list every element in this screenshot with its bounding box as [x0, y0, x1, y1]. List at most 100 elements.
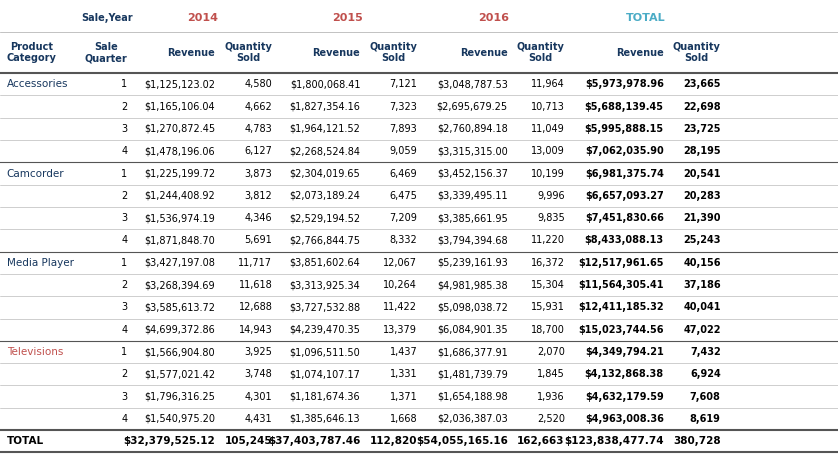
Text: 21,390: 21,390: [683, 213, 721, 223]
Text: $2,529,194.52: $2,529,194.52: [289, 213, 360, 223]
Text: $3,427,197.08: $3,427,197.08: [144, 258, 215, 268]
Text: $1,244,408.92: $1,244,408.92: [145, 191, 215, 201]
Text: Televisions: Televisions: [7, 347, 63, 357]
Text: 11,717: 11,717: [238, 258, 272, 268]
Text: $2,760,894.18: $2,760,894.18: [437, 124, 508, 134]
Text: $11,564,305.41: $11,564,305.41: [578, 280, 664, 290]
Text: 3: 3: [122, 303, 127, 313]
Text: $12,517,961.65: $12,517,961.65: [578, 258, 664, 268]
Text: 7,608: 7,608: [690, 392, 721, 402]
Text: 1: 1: [122, 79, 127, 89]
Text: 112,820: 112,820: [370, 436, 417, 446]
Text: 2: 2: [122, 101, 127, 112]
Text: 18,700: 18,700: [531, 325, 565, 335]
Text: $1,481,739.79: $1,481,739.79: [437, 369, 508, 379]
Text: $1,827,354.16: $1,827,354.16: [289, 101, 360, 112]
Text: 11,422: 11,422: [383, 303, 417, 313]
Text: 16,372: 16,372: [530, 258, 565, 268]
Text: 3: 3: [122, 124, 127, 134]
Text: $3,385,661.95: $3,385,661.95: [437, 213, 508, 223]
Text: $1,964,121.52: $1,964,121.52: [289, 124, 360, 134]
Text: Revenue: Revenue: [616, 48, 664, 58]
Text: 1,437: 1,437: [390, 347, 417, 357]
Text: $6,084,901.35: $6,084,901.35: [437, 325, 508, 335]
Text: $4,632,179.59: $4,632,179.59: [585, 392, 664, 402]
Text: $1,577,021.42: $1,577,021.42: [144, 369, 215, 379]
Text: Camcorder: Camcorder: [7, 169, 65, 179]
Text: 4,662: 4,662: [245, 101, 272, 112]
Text: 2016: 2016: [478, 13, 509, 23]
Text: Sale
Quarter: Sale Quarter: [85, 42, 127, 64]
Text: 2: 2: [122, 191, 127, 201]
Text: $7,062,035.90: $7,062,035.90: [585, 146, 664, 156]
Text: 1: 1: [122, 258, 127, 268]
Text: $5,995,888.15: $5,995,888.15: [585, 124, 664, 134]
Text: $5,239,161.93: $5,239,161.93: [437, 258, 508, 268]
Text: 8,619: 8,619: [690, 414, 721, 424]
Text: $3,315,315.00: $3,315,315.00: [437, 146, 508, 156]
Text: Revenue: Revenue: [313, 48, 360, 58]
Text: 2,070: 2,070: [537, 347, 565, 357]
Text: $2,036,387.03: $2,036,387.03: [437, 414, 508, 424]
Text: $1,800,068.41: $1,800,068.41: [290, 79, 360, 89]
Text: $1,270,872.45: $1,270,872.45: [144, 124, 215, 134]
Text: $6,657,093.27: $6,657,093.27: [585, 191, 664, 201]
Text: $4,349,794.21: $4,349,794.21: [585, 347, 664, 357]
Text: $32,379,525.12: $32,379,525.12: [124, 436, 215, 446]
Text: 7,209: 7,209: [390, 213, 417, 223]
Text: 37,186: 37,186: [683, 280, 721, 290]
Text: 9,996: 9,996: [537, 191, 565, 201]
Text: 3: 3: [122, 213, 127, 223]
Text: 4: 4: [122, 146, 127, 156]
Text: Product
Category: Product Category: [7, 42, 57, 64]
Text: Revenue: Revenue: [168, 48, 215, 58]
Text: 7,893: 7,893: [390, 124, 417, 134]
Text: $1,125,123.02: $1,125,123.02: [144, 79, 215, 89]
Text: $4,963,008.36: $4,963,008.36: [585, 414, 664, 424]
Text: Quantity
Sold: Quantity Sold: [370, 42, 417, 64]
Text: 7,323: 7,323: [390, 101, 417, 112]
Text: 23,725: 23,725: [683, 124, 721, 134]
Text: 6,127: 6,127: [245, 146, 272, 156]
Text: 28,195: 28,195: [683, 146, 721, 156]
Text: 3,748: 3,748: [245, 369, 272, 379]
Text: Media Player: Media Player: [7, 258, 74, 268]
Text: 1: 1: [122, 347, 127, 357]
Text: 11,618: 11,618: [239, 280, 272, 290]
Text: 40,156: 40,156: [683, 258, 721, 268]
Text: $3,794,394.68: $3,794,394.68: [437, 235, 508, 245]
Text: $1,385,646.13: $1,385,646.13: [290, 414, 360, 424]
Text: $1,074,107.17: $1,074,107.17: [289, 369, 360, 379]
Text: 25,243: 25,243: [683, 235, 721, 245]
Text: 5,691: 5,691: [245, 235, 272, 245]
Text: $5,098,038.72: $5,098,038.72: [437, 303, 508, 313]
Text: $3,727,532.88: $3,727,532.88: [289, 303, 360, 313]
Text: 10,199: 10,199: [531, 169, 565, 179]
Text: 10,264: 10,264: [384, 280, 417, 290]
Text: $3,339,495.11: $3,339,495.11: [437, 191, 508, 201]
Text: $3,268,394.69: $3,268,394.69: [145, 280, 215, 290]
Text: 11,049: 11,049: [531, 124, 565, 134]
Text: 2015: 2015: [332, 13, 363, 23]
Text: 22,698: 22,698: [683, 101, 721, 112]
Text: $2,073,189.24: $2,073,189.24: [289, 191, 360, 201]
Text: 9,835: 9,835: [537, 213, 565, 223]
Text: 3: 3: [122, 392, 127, 402]
Text: 1,331: 1,331: [390, 369, 417, 379]
Text: TOTAL: TOTAL: [7, 436, 44, 446]
Text: $1,566,904.80: $1,566,904.80: [145, 347, 215, 357]
Text: 6,475: 6,475: [390, 191, 417, 201]
Text: Accessories: Accessories: [7, 79, 68, 89]
Text: 4: 4: [122, 235, 127, 245]
Text: $2,766,844.75: $2,766,844.75: [289, 235, 360, 245]
Text: $3,313,925.34: $3,313,925.34: [290, 280, 360, 290]
Text: $37,403,787.46: $37,403,787.46: [268, 436, 360, 446]
Text: 13,379: 13,379: [384, 325, 417, 335]
Text: 12,688: 12,688: [239, 303, 272, 313]
Text: 105,245: 105,245: [225, 436, 272, 446]
Text: 380,728: 380,728: [673, 436, 721, 446]
Text: 1,668: 1,668: [390, 414, 417, 424]
Text: $1,181,674.36: $1,181,674.36: [290, 392, 360, 402]
Text: 2: 2: [122, 280, 127, 290]
Text: 6,469: 6,469: [390, 169, 417, 179]
